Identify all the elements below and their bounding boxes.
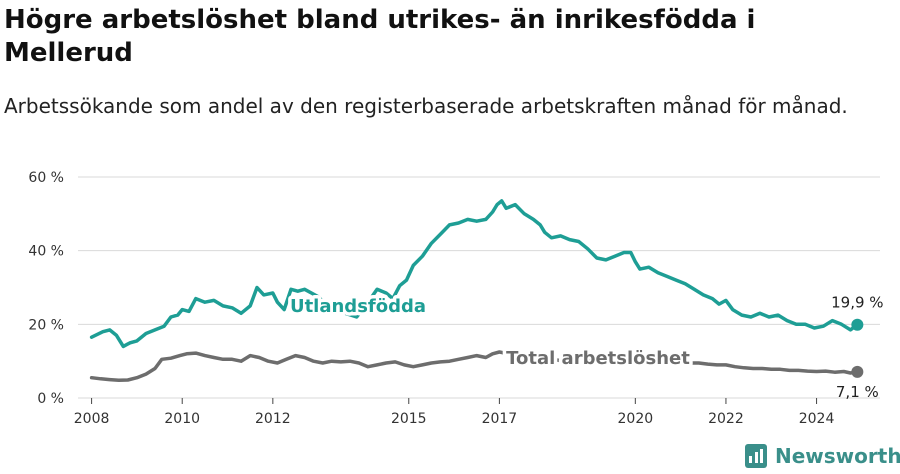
x-tick-label: 2012 (255, 411, 291, 427)
x-tick-label: 2017 (482, 411, 518, 427)
series-label-halo: Total arbetslöshet (506, 348, 690, 369)
x-tick-label: 2020 (618, 411, 654, 427)
series-end-label-1: 7,1 % (836, 383, 879, 401)
x-tick-label: 2008 (74, 411, 110, 427)
axis-layer: 0 % 20 % 40 % 60 % 2008 2010 2012 2015 2017 2020 2… (28, 170, 834, 427)
newsworthy-logo-icon (745, 444, 767, 468)
y-tick-label: 60 % (28, 170, 64, 186)
y-tick-label: 40 % (28, 244, 64, 260)
series-line-1 (89, 350, 860, 383)
chart-subtitle: Arbetssökande som andel av den registerb… (4, 94, 848, 118)
x-tick-label: 2010 (164, 411, 200, 427)
x-tick-label: 2024 (799, 411, 835, 427)
series-layer (89, 199, 864, 383)
chart-title: Högre arbetslöshet bland utrikes- än inr… (4, 5, 756, 68)
series-end-label-0: 19,9 % (831, 294, 883, 312)
series-label-halo: Utlandsfödda (290, 296, 426, 317)
x-tick-label: 2022 (708, 411, 744, 427)
series-end-point-0 (851, 318, 864, 331)
series-end-point-1 (851, 365, 864, 378)
series-label-0: Utlandsfödda (290, 296, 426, 317)
series-line-0 (89, 199, 860, 349)
newsworthy-logo: Newsworthy (745, 442, 900, 470)
newsworthy-logo-text: Newsworthy (775, 444, 900, 468)
y-tick-label: 20 % (28, 317, 64, 333)
y-tick-label: 0 % (37, 391, 64, 407)
series-label-1: Total arbetslöshet (506, 348, 690, 369)
grid-layer (78, 176, 880, 399)
x-tick-label: 2015 (391, 411, 427, 427)
label-layer: 19,9 %7,1 %UtlandsföddaUtlandsföddaTotal… (286, 293, 883, 401)
